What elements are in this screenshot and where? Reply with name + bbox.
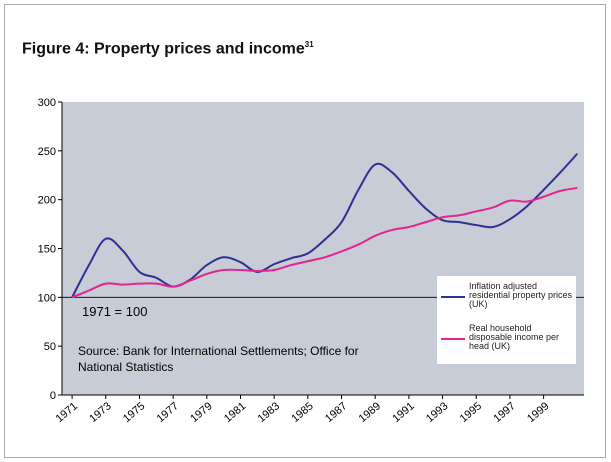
x-tick-label: 1997 (491, 400, 517, 425)
series-line (71, 153, 579, 298)
y-tick-label: 50 (44, 341, 56, 353)
x-tick-label: 1971 (54, 400, 80, 425)
legend: Inflation adjusted residential property … (437, 276, 576, 364)
x-tick-label: 1993 (424, 400, 450, 425)
x-tick-label: 1991 (390, 400, 416, 425)
legend-label: Real household disposable income per hea… (469, 323, 560, 351)
x-tick-label: 1999 (525, 400, 551, 425)
y-tick-label: 0 (50, 390, 56, 402)
chart-title: Figure 4: Property prices and income (22, 40, 305, 58)
annotation: National Statistics (78, 360, 173, 374)
chart-title-block: Figure 4: Property prices and income31 (22, 40, 314, 58)
legend-label: Inflation adjusted residential property … (469, 281, 573, 309)
x-tick-label: 1975 (121, 400, 147, 425)
y-tick-label: 150 (38, 244, 56, 256)
x-tick-label: 1979 (188, 400, 214, 425)
x-tick-label: 1981 (222, 400, 248, 425)
legend-swatch (441, 338, 465, 340)
x-tick-label: 1995 (458, 400, 484, 425)
title-note: 31 (304, 40, 314, 49)
legend-swatch (441, 296, 465, 298)
annotation: 1971 = 100 (82, 304, 147, 319)
y-tick-label: 200 (38, 195, 56, 207)
x-tick-label: 1987 (323, 400, 349, 425)
y-tick-label: 100 (38, 292, 56, 304)
x-tick-label: 1983 (256, 400, 282, 425)
y-tick-label: 300 (38, 97, 56, 109)
x-tick-label: 1989 (357, 400, 383, 425)
y-tick-label: 250 (38, 146, 56, 158)
frame (4, 4, 606, 458)
series-line (71, 186, 578, 299)
x-tick-label: 1973 (87, 400, 113, 425)
x-tick-label: 1985 (289, 400, 315, 425)
x-tick-label: 1977 (155, 400, 181, 425)
annotation: Source: Bank for International Settlemen… (78, 344, 359, 358)
